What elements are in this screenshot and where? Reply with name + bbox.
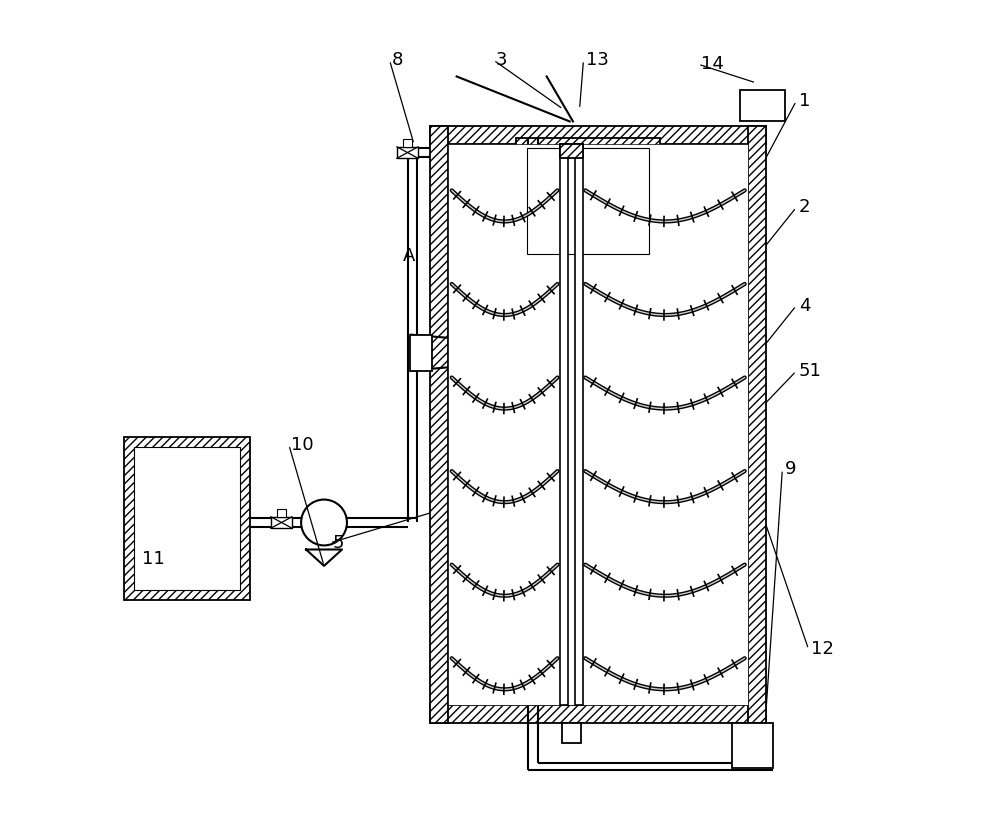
Bar bbox=[397, 147, 418, 158]
Bar bbox=[516, 138, 660, 265]
Text: 2: 2 bbox=[799, 199, 810, 217]
Text: 8: 8 bbox=[392, 51, 403, 69]
Text: 14: 14 bbox=[701, 55, 723, 73]
Bar bbox=[134, 447, 240, 590]
Bar bbox=[560, 143, 583, 158]
Text: 5: 5 bbox=[332, 534, 344, 552]
Bar bbox=[430, 125, 448, 723]
Text: 4: 4 bbox=[799, 297, 810, 315]
Bar bbox=[277, 509, 286, 517]
Bar bbox=[271, 517, 292, 528]
Text: 11: 11 bbox=[142, 550, 164, 569]
Bar bbox=[748, 125, 766, 723]
Bar bbox=[562, 723, 581, 743]
Bar bbox=[740, 91, 785, 121]
Bar bbox=[527, 148, 649, 254]
Bar bbox=[575, 143, 583, 705]
Bar bbox=[448, 143, 748, 705]
Text: 3: 3 bbox=[496, 51, 507, 69]
Text: 1: 1 bbox=[799, 92, 810, 110]
Bar bbox=[430, 125, 766, 143]
Bar bbox=[560, 143, 568, 705]
Text: 12: 12 bbox=[811, 640, 834, 658]
Text: A: A bbox=[403, 247, 415, 265]
Text: 10: 10 bbox=[291, 436, 314, 454]
Text: 51: 51 bbox=[799, 362, 822, 380]
Text: 13: 13 bbox=[586, 51, 609, 69]
Bar bbox=[430, 705, 766, 723]
Bar bbox=[732, 723, 773, 768]
Bar bbox=[124, 437, 250, 600]
Bar bbox=[403, 139, 412, 147]
Bar bbox=[410, 335, 432, 371]
Text: 9: 9 bbox=[785, 461, 796, 478]
